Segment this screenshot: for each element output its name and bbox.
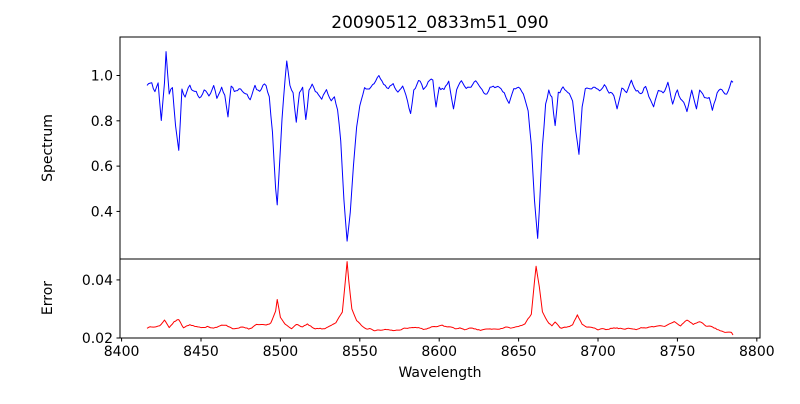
chart-title: 20090512_0833m51_090 (331, 13, 548, 33)
spectrum-y-tick-label: 0.8 (91, 114, 113, 130)
x-axis-label: Wavelength (398, 365, 481, 381)
spectrum-y-axis-label: Spectrum (40, 114, 56, 182)
x-tick-label: 8550 (342, 344, 378, 360)
x-tick-label: 8500 (263, 344, 299, 360)
error-y-tick-label: 0.02 (82, 331, 113, 347)
x-tick-label: 8650 (501, 344, 537, 360)
x-tick-label: 8450 (183, 344, 219, 360)
plot-area: 0.4 0.6 0.8 1.0 0.02 0.04 8400 8450 8500 8550 8600… (82, 36, 775, 360)
spectrum-y-tick-label: 0.6 (91, 159, 113, 175)
x-tick-label: 8750 (660, 344, 696, 360)
error-y-axis-label: Error (40, 281, 56, 315)
error-y-tick-label: 0.04 (82, 273, 113, 289)
spectrum-y-tick-label: 1.0 (91, 69, 113, 85)
x-tick-label: 8700 (580, 344, 616, 360)
x-tick-label: 8800 (739, 344, 775, 360)
x-tick-label: 8400 (104, 344, 140, 360)
error-line (146, 261, 734, 336)
x-tick-label: 8600 (421, 344, 457, 360)
spectrum-axes (119, 36, 761, 260)
spectrum-line (146, 51, 734, 242)
spectrum-y-tick-label: 0.4 (91, 204, 113, 220)
error-axes (119, 258, 761, 339)
